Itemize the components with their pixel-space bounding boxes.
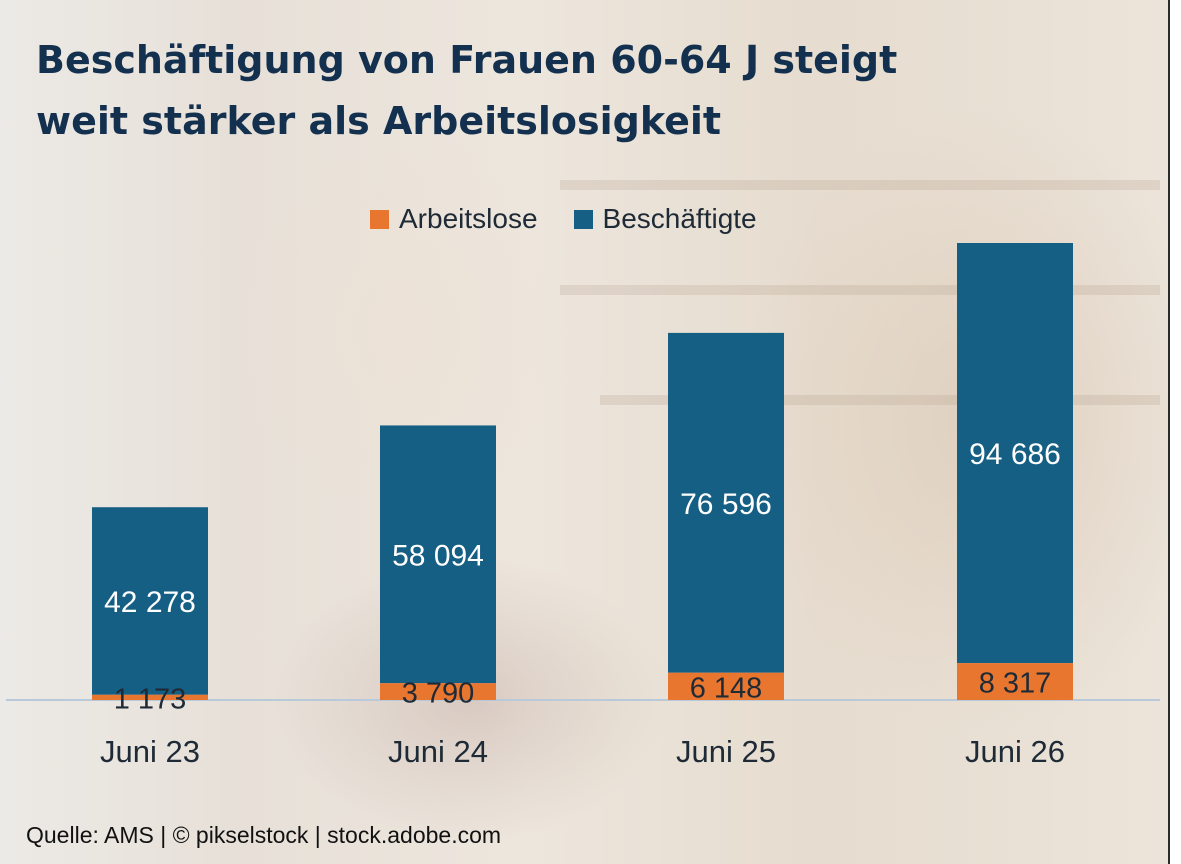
x-tick-label: Juni 26 (965, 734, 1065, 769)
bar-arbeitslose (957, 663, 1073, 700)
bar-beschaeftigte (668, 332, 784, 673)
data-label-arbeitslose: 3 790 (402, 678, 475, 710)
bar-beschaeftigte (92, 507, 208, 695)
legend-swatch-beschaeftigte (573, 209, 593, 229)
x-tick-label: Juni 23 (100, 734, 200, 769)
legend-label-beschaeftigte: Beschäftigte (602, 203, 757, 234)
frame-border (1168, 0, 1170, 864)
data-label-arbeitslose: 6 148 (690, 672, 763, 704)
x-tick-label: Juni 25 (676, 734, 776, 769)
bar-beschaeftigte (957, 243, 1073, 664)
bar-arbeitslose (668, 672, 784, 700)
bar-beschaeftigte (380, 425, 496, 684)
source-note: Quelle: AMS | © pikselstock | stock.adob… (26, 822, 502, 848)
x-tick-label: Juni 24 (388, 734, 488, 769)
data-label-arbeitslose: 1 173 (114, 683, 187, 715)
legend-item-arbeitslose: Arbeitslose (370, 203, 538, 235)
bar-arbeitslose (92, 694, 208, 700)
background-shelf (600, 395, 1160, 405)
legend-swatch-arbeitslose (370, 209, 389, 229)
data-label-beschaeftigte: 94 686 (969, 438, 1061, 471)
data-label-beschaeftigte: 76 596 (680, 488, 772, 521)
legend-label-arbeitslose: Arbeitslose (399, 203, 538, 234)
bar-arbeitslose (380, 683, 496, 700)
data-label-beschaeftigte: 58 094 (392, 539, 484, 572)
chart-title: Beschäftigung von Frauen 60-64 J steigt … (36, 38, 898, 143)
background-shelf (560, 180, 1160, 190)
data-label-beschaeftigte: 42 278 (104, 586, 196, 619)
chart-legend: Arbeitslose Beschäftigte (370, 203, 757, 235)
legend-item-beschaeftigte: Beschäftigte (573, 203, 757, 235)
background-shelf (560, 285, 1160, 295)
data-label-arbeitslose: 8 317 (979, 668, 1052, 700)
